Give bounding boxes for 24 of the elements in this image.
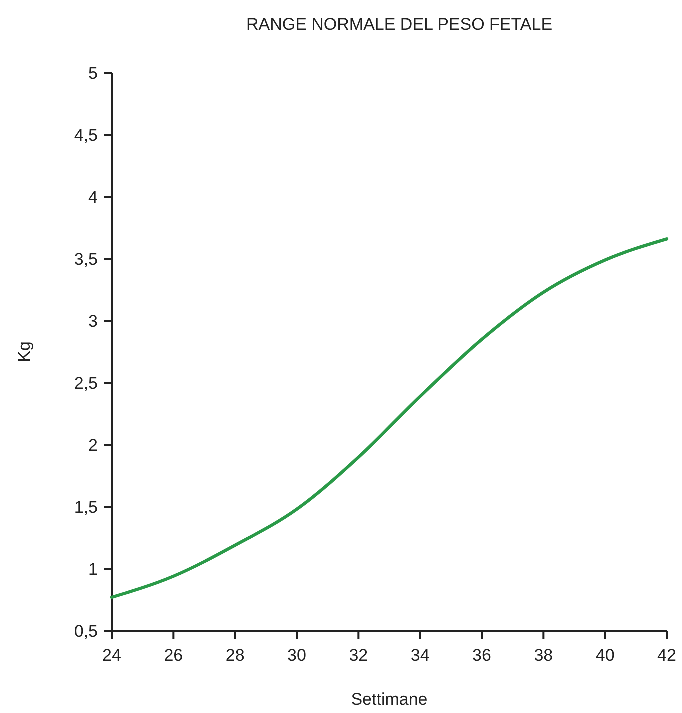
- y-tick-label: 1: [88, 560, 98, 579]
- x-tick-label: 28: [226, 646, 245, 665]
- x-tick-label: 34: [410, 646, 430, 665]
- y-tick-label: 4: [88, 188, 98, 207]
- x-tick-label: 32: [349, 646, 368, 665]
- x-tick-label: 36: [472, 646, 492, 665]
- line-series: [110, 238, 669, 600]
- x-tick-label: 40: [596, 646, 615, 665]
- x-tick-label: 30: [288, 646, 306, 665]
- y-tick-label: 4,5: [74, 126, 98, 145]
- y-tick-label: 2,5: [74, 374, 98, 393]
- chart-title: RANGE NORMALE DEL PESO FETALE: [246, 15, 553, 34]
- y-tick-label: 0,5: [74, 622, 98, 641]
- y-tick-label: 5: [88, 64, 98, 83]
- x-tick-label: 26: [164, 646, 184, 665]
- x-tick-label: 42: [658, 646, 676, 665]
- x-tick-label: 38: [534, 646, 554, 665]
- y-axis-title: Kg: [15, 342, 34, 362]
- y-tick-label: 3,5: [74, 250, 98, 269]
- y-tick-label: 2: [88, 436, 98, 455]
- y-tick-label: 3: [88, 312, 98, 331]
- x-tick-label: 24: [102, 646, 122, 665]
- x-axis-title: Settimane: [351, 690, 428, 709]
- y-tick-label: 1,5: [74, 498, 98, 517]
